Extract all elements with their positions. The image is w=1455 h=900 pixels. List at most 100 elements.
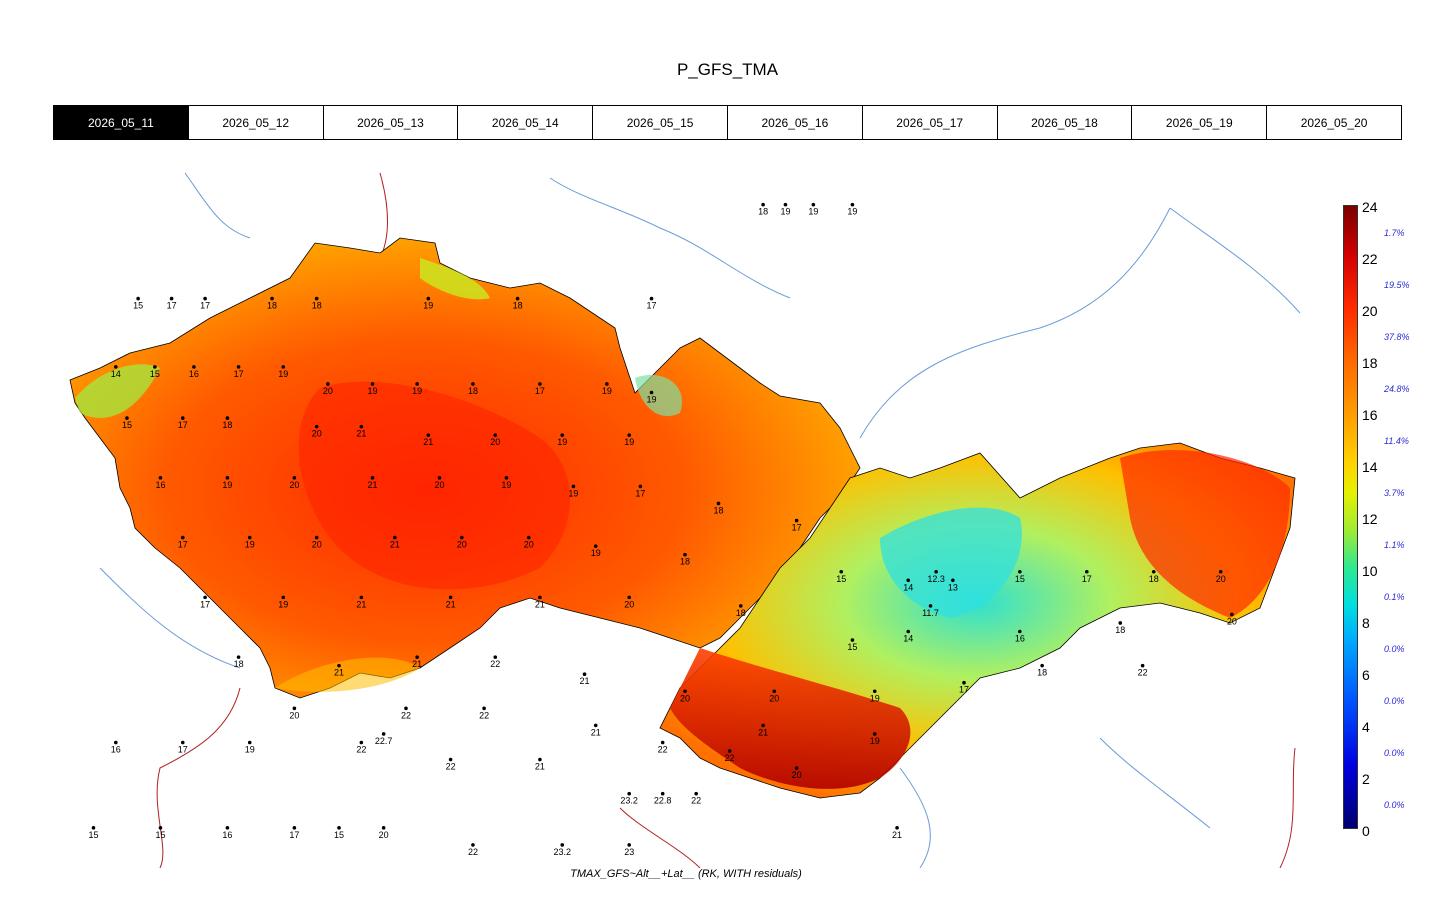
station-marker xyxy=(962,680,966,685)
station-marker xyxy=(448,595,453,600)
station-marker xyxy=(459,535,464,540)
station-value: 18 xyxy=(234,659,244,669)
station-value: 19 xyxy=(557,437,567,447)
legend-tick: 8 xyxy=(1362,615,1370,631)
station-marker xyxy=(683,552,687,557)
station-marker xyxy=(236,365,241,369)
station-value: 17 xyxy=(178,420,188,430)
station-value: 18 xyxy=(312,301,322,311)
station-value: 17 xyxy=(178,540,188,550)
legend-tick: 18 xyxy=(1362,355,1378,371)
legend-percent: 0.0% xyxy=(1384,800,1405,810)
station-value: 13 xyxy=(948,582,958,592)
station-marker xyxy=(359,740,364,745)
station-value: 17 xyxy=(289,830,299,840)
station-marker xyxy=(1140,663,1145,668)
station-marker xyxy=(794,518,799,523)
station-marker xyxy=(203,296,207,301)
station-marker xyxy=(292,826,297,830)
station-value: 19 xyxy=(647,394,657,404)
station-marker xyxy=(359,424,364,429)
station-value: 17 xyxy=(178,744,188,754)
legend-tick: 16 xyxy=(1362,407,1378,423)
legend-percent: 0.0% xyxy=(1384,748,1405,758)
station-marker xyxy=(906,629,911,634)
legend-percent: 1.7% xyxy=(1384,228,1405,238)
station-value: 18 xyxy=(1115,625,1125,635)
station-value: 15 xyxy=(150,369,160,379)
station-value: 22 xyxy=(479,710,489,720)
station-marker xyxy=(571,484,576,489)
station-marker xyxy=(649,296,654,301)
station-marker xyxy=(850,638,855,642)
station-value: 16 xyxy=(155,480,165,490)
station-value: 20 xyxy=(379,830,389,840)
station-marker xyxy=(393,535,397,540)
station-marker xyxy=(158,826,163,830)
tab-date-4[interactable]: 2026_05_15 xyxy=(592,106,727,139)
czech-cool-west xyxy=(75,364,160,418)
station-marker xyxy=(482,706,486,711)
station-value: 22 xyxy=(691,796,701,806)
legend-percent: 1.1% xyxy=(1384,540,1405,550)
station-value: 19 xyxy=(624,437,634,447)
station-value: 20 xyxy=(289,710,299,720)
station-marker xyxy=(314,296,319,301)
temperature-map: 18 19 19 19 15 17 17 18 18 19 18 17 14 15 16 17 19 20 19 19… xyxy=(69,172,1301,868)
station-marker xyxy=(649,390,654,395)
station-value: 21 xyxy=(356,599,366,609)
station-value: 17 xyxy=(959,685,969,695)
station-value: 14 xyxy=(903,634,913,644)
station-marker xyxy=(504,476,509,480)
slovak-cool-center xyxy=(880,507,1022,618)
station-value: 18 xyxy=(680,557,690,567)
station-marker xyxy=(627,433,631,437)
station-marker xyxy=(1040,663,1044,668)
river-line xyxy=(184,172,251,239)
station-marker xyxy=(415,655,419,659)
station-marker xyxy=(850,202,855,207)
tab-date-8[interactable]: 2026_05_19 xyxy=(1131,106,1267,139)
station-value: 19 xyxy=(278,599,288,609)
station-marker xyxy=(415,382,419,386)
station-marker xyxy=(895,826,899,830)
tab-date-7[interactable]: 2026_05_18 xyxy=(996,106,1132,139)
station-value: 21 xyxy=(412,659,422,669)
river-line xyxy=(1169,207,1301,314)
tab-date-6[interactable]: 2026_05_17 xyxy=(861,106,997,139)
station-marker xyxy=(292,476,297,480)
tab-date-9[interactable]: 2026_05_20 xyxy=(1266,106,1401,139)
station-marker xyxy=(493,655,498,659)
tab-date-0[interactable]: 2026_05_11 xyxy=(54,106,188,139)
tab-date-2[interactable]: 2026_05_13 xyxy=(322,106,458,139)
station-marker xyxy=(381,826,386,830)
station-value: 19 xyxy=(870,693,880,703)
station-value: 15 xyxy=(155,830,165,840)
station-value: 18 xyxy=(736,608,746,618)
station-marker xyxy=(716,501,721,506)
station-marker xyxy=(180,535,185,540)
station-marker xyxy=(225,826,230,830)
station-value: 22.7 xyxy=(375,736,393,746)
station-value: 20 xyxy=(1216,574,1226,584)
station-marker xyxy=(281,365,286,369)
station-marker xyxy=(1230,612,1234,617)
station-value: 18 xyxy=(222,420,232,430)
station-marker xyxy=(526,535,531,540)
station-marker xyxy=(426,296,431,301)
station-value: 21 xyxy=(334,668,344,678)
station-marker xyxy=(1084,569,1089,574)
tab-date-5[interactable]: 2026_05_16 xyxy=(726,106,862,139)
station-value: 18 xyxy=(468,386,478,396)
tab-date-1[interactable]: 2026_05_12 xyxy=(187,106,323,139)
station-value: 17 xyxy=(167,301,177,311)
station-value: 21 xyxy=(446,599,456,609)
date-tabs: 2026_05_11 2026_05_12 2026_05_13 2026_05… xyxy=(53,105,1402,140)
tab-date-3[interactable]: 2026_05_14 xyxy=(457,106,593,139)
station-value: 17 xyxy=(792,523,802,533)
station-marker xyxy=(493,433,498,437)
station-value: 20 xyxy=(792,770,802,780)
station-value: 17 xyxy=(200,599,210,609)
station-marker xyxy=(593,723,598,728)
station-marker xyxy=(180,740,185,745)
